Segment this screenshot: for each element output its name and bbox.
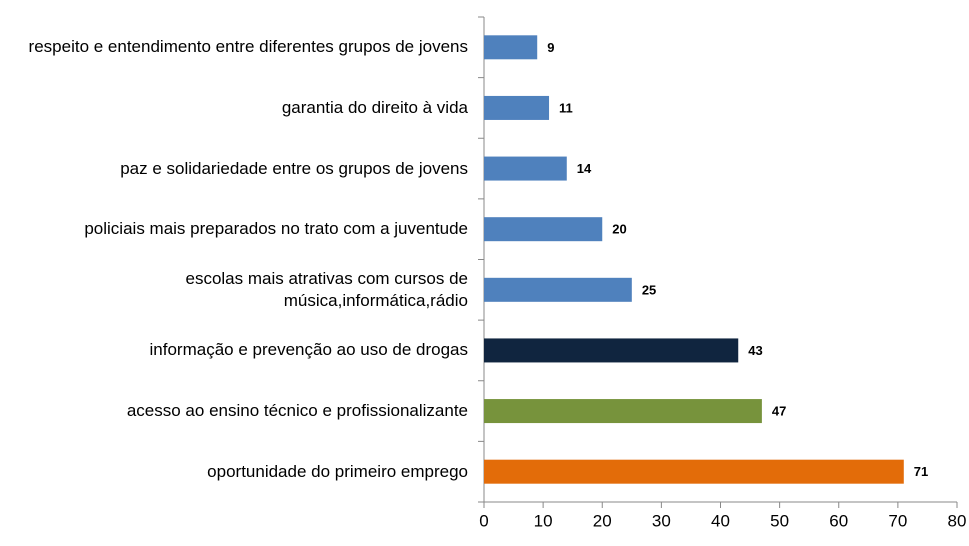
bar xyxy=(484,277,632,302)
category-label: oportunidade do primeiro emprego xyxy=(207,461,468,481)
category-label-box: garantia do direito à vida xyxy=(281,97,468,117)
value-label: 47 xyxy=(772,404,786,419)
value-label: 11 xyxy=(559,100,573,115)
category-label-box: policiais mais preparados no trato com a… xyxy=(84,219,468,239)
x-tick-label: 0 xyxy=(479,511,488,530)
bar xyxy=(484,459,904,484)
category-label-box: paz e solidariedade entre os grupos de j… xyxy=(120,158,468,178)
x-tick-label: 10 xyxy=(534,511,553,530)
category-label-box: respeito e entendimento entre diferentes… xyxy=(28,37,468,57)
value-label: 14 xyxy=(577,161,592,176)
bar xyxy=(484,35,538,60)
x-tick-label: 50 xyxy=(770,511,789,530)
x-tick-label: 20 xyxy=(593,511,612,530)
category-label: policiais mais preparados no trato com a… xyxy=(84,219,468,239)
x-tick-label: 80 xyxy=(948,511,967,530)
category-label: garantia do direito à vida xyxy=(281,97,468,117)
bar xyxy=(484,399,762,424)
bar xyxy=(484,95,550,120)
category-label: paz e solidariedade entre os grupos de j… xyxy=(120,158,468,178)
x-tick-label: 40 xyxy=(711,511,730,530)
category-label: respeito e entendimento entre diferentes… xyxy=(28,37,468,57)
x-tick-label: 60 xyxy=(829,511,848,530)
category-label-box: oportunidade do primeiro emprego xyxy=(207,461,468,481)
category-label: escolas mais atrativas com cursos de mús… xyxy=(185,268,469,310)
x-tick-label: 70 xyxy=(888,511,907,530)
value-label: 71 xyxy=(914,464,928,479)
category-label-box: acesso ao ensino técnico e profissionali… xyxy=(126,401,468,421)
x-tick-label: 30 xyxy=(652,511,671,530)
value-label: 43 xyxy=(748,343,762,358)
bar xyxy=(484,338,739,363)
category-label: acesso ao ensino técnico e profissionali… xyxy=(126,401,468,421)
category-label-box: informação e prevenção ao uso de drogas xyxy=(149,340,468,360)
value-label: 20 xyxy=(612,222,626,237)
bar xyxy=(484,217,603,242)
category-label: informação e prevenção ao uso de drogas xyxy=(149,340,468,360)
bar xyxy=(484,156,567,181)
value-label: 9 xyxy=(547,40,554,55)
value-label: 25 xyxy=(642,282,656,297)
category-label-box: escolas mais atrativas com cursos de mús… xyxy=(185,268,469,310)
